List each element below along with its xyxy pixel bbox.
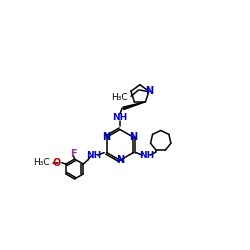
Text: NH: NH (86, 150, 102, 160)
Text: N: N (145, 86, 153, 96)
Text: O: O (52, 158, 60, 168)
Text: NH: NH (112, 113, 128, 122)
Text: H₃C: H₃C (112, 93, 128, 102)
Polygon shape (123, 102, 146, 110)
Text: F: F (70, 148, 77, 158)
Text: NH: NH (139, 150, 154, 160)
Text: N: N (102, 132, 111, 142)
Text: H₃C: H₃C (33, 158, 49, 167)
Text: N: N (116, 155, 124, 165)
Text: N: N (129, 132, 138, 142)
